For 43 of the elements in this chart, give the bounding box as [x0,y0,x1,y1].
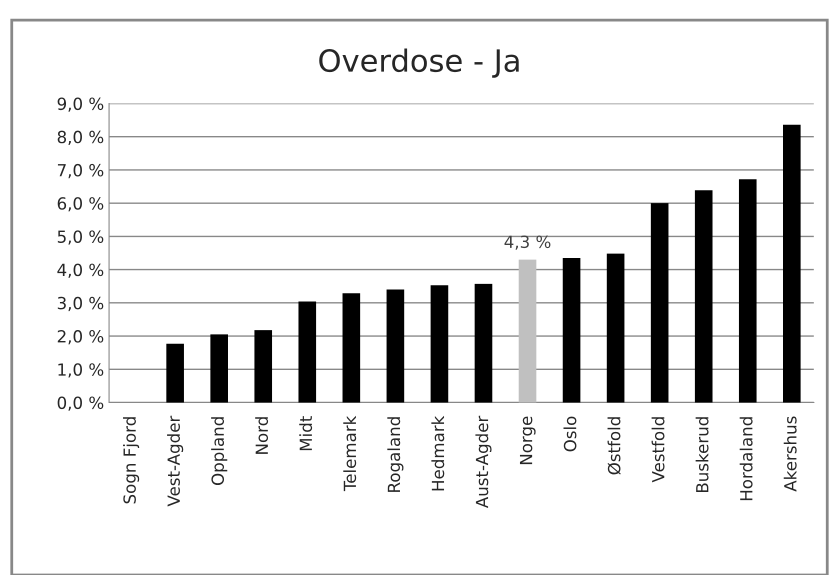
y-tick-label: 1,0 % [58,363,104,378]
bar [562,258,580,402]
x-tick-label: Hordaland [740,417,753,500]
bar [342,293,360,402]
x-tick-label: Aust-Agder [475,416,492,508]
bar [166,344,184,402]
bar [606,254,624,402]
bar [298,302,316,402]
y-tick-label: 5,0 % [58,230,104,245]
bar [210,334,228,402]
x-tick-label: Hedmark [431,416,444,490]
x-tick-label: Oslo [564,416,576,452]
y-tick-label: 9,0 % [58,97,104,112]
y-tick-label: 3,0 % [58,296,104,312]
x-tick-label: Norge [520,416,536,464]
bar [782,124,801,402]
x-tick-label: Oppland [211,417,228,486]
x-tick-label: Vest-Agder [167,416,184,506]
y-tick-label: 6,0 % [58,197,104,212]
x-tick-label: Telemark [343,416,356,492]
bar [474,284,492,402]
x-tick-label: Vestfold [652,417,664,482]
x-tick-label: Midt [299,416,312,450]
bar [694,190,713,402]
x-tick-label: Nord [255,417,268,454]
y-tick-label: 2,0 % [58,330,104,344]
x-tick-label: Buskerud [696,417,709,492]
data-label: 4,3 % [504,235,550,250]
bar [738,179,757,402]
bar [650,203,668,402]
y-tick-label: 8,0 % [58,130,104,145]
x-tick-label: Rogaland [387,417,404,492]
y-tick-label: 0,0 % [58,396,104,411]
y-tick-label: 7,0 % [58,164,104,178]
x-tick-label: Akershus [784,416,797,492]
bar [254,330,272,402]
x-tick-label: Sogn Fjord [123,417,140,504]
x-tick-label: Østfold [608,417,621,474]
bar [518,260,536,402]
bar [430,285,448,402]
y-tick-label: 4,0 % [57,264,104,278]
bar [386,290,404,402]
chart-title: Overdose - Ja [319,48,519,78]
